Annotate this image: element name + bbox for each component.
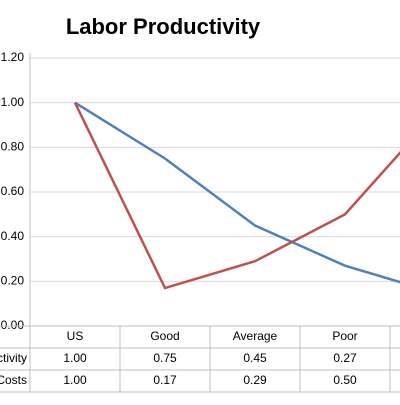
table-value: 0.50: [333, 373, 357, 387]
table-value: 0.75: [153, 351, 177, 365]
table-value: 0.17: [153, 373, 177, 387]
y-tick-label: 0.00: [1, 318, 25, 332]
table-value: 0.27: [333, 351, 357, 365]
x-tick-label: Average: [233, 329, 278, 343]
series-line: [73, 102, 400, 290]
y-tick-label: 0.40: [1, 229, 25, 243]
table-value: 0.29: [243, 373, 267, 387]
table-value: 1.00: [63, 351, 87, 365]
x-tick-label: US: [67, 329, 84, 343]
legend-label: Costs: [0, 373, 27, 387]
series-line: [74, 101, 400, 284]
table-value: 1.00: [63, 373, 87, 387]
legend-label: Productivity: [0, 351, 27, 365]
y-tick-label: 0.20: [1, 274, 25, 288]
table-value: 0.45: [243, 351, 267, 365]
y-tick-label: 0.80: [1, 140, 25, 154]
chart-title: Labor Productivity: [66, 14, 261, 39]
y-tick-label: 1.00: [1, 95, 25, 109]
y-tick-label: 0.60: [1, 184, 25, 198]
x-tick-label: Good: [150, 329, 179, 343]
x-tick-label: Poor: [332, 329, 357, 343]
y-tick-label: 1.20: [1, 50, 25, 64]
